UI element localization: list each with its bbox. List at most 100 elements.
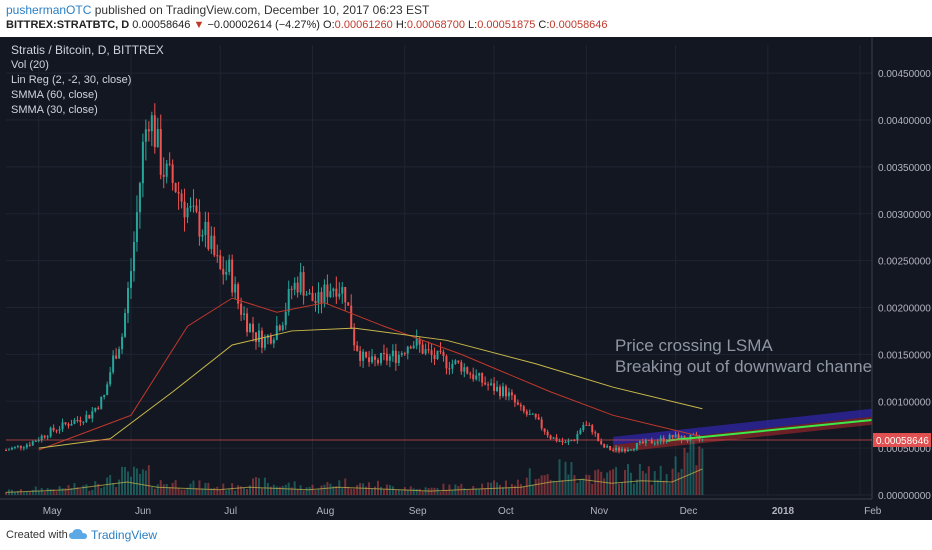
candle-body bbox=[525, 411, 528, 415]
volume-bar bbox=[201, 488, 204, 495]
candle-body bbox=[656, 441, 659, 444]
candle-body bbox=[52, 427, 55, 431]
volume-bar bbox=[320, 485, 323, 495]
candle-body bbox=[460, 362, 463, 372]
candle-body bbox=[409, 346, 412, 349]
volume-bar bbox=[656, 479, 659, 495]
candle-body bbox=[109, 372, 112, 385]
price-chart[interactable]: 0.00450000 0.00400000 0.00350000 0.00300000… bbox=[0, 37, 932, 520]
volume-bar bbox=[397, 489, 400, 495]
volume-bar bbox=[552, 480, 555, 495]
candle-body bbox=[40, 435, 43, 440]
volume-bar bbox=[243, 487, 246, 495]
volume-bar bbox=[561, 480, 564, 495]
candle-body bbox=[356, 345, 359, 351]
candle-body bbox=[442, 351, 445, 357]
legend-study-linreg[interactable]: Lin Reg (2, -2, 30, close) bbox=[11, 74, 132, 86]
candle-body bbox=[472, 374, 475, 380]
candle-body bbox=[490, 383, 493, 386]
volume-bar bbox=[293, 481, 296, 495]
candle-body bbox=[439, 350, 442, 352]
candle-body bbox=[192, 205, 195, 207]
volume-bar bbox=[379, 486, 382, 495]
candle-body bbox=[55, 430, 58, 432]
candle-body bbox=[499, 386, 502, 396]
volume-bar bbox=[106, 477, 109, 495]
candle-body bbox=[561, 440, 564, 443]
author-link[interactable]: pushermanOTC bbox=[6, 3, 92, 17]
candle-body bbox=[493, 383, 496, 392]
candle-body bbox=[573, 440, 576, 442]
open-value: 0.00061260 bbox=[334, 19, 393, 31]
volume-bar bbox=[228, 489, 231, 495]
volume-bar bbox=[109, 474, 112, 495]
candle-body bbox=[7, 449, 10, 451]
candle-body bbox=[400, 353, 403, 355]
x-tick-label: Feb bbox=[864, 506, 882, 517]
volume-bar bbox=[597, 469, 600, 495]
close-value: 0.00058646 bbox=[549, 19, 608, 31]
chart-pane[interactable]: 0.00450000 0.00400000 0.00350000 0.00300000… bbox=[0, 37, 932, 520]
volume-bar bbox=[237, 485, 240, 495]
candle-body bbox=[454, 360, 457, 364]
legend-study-volume[interactable]: Vol (20) bbox=[11, 59, 49, 71]
candle-body bbox=[147, 129, 150, 132]
candle-body bbox=[231, 259, 234, 293]
candle-body bbox=[487, 384, 490, 386]
volume-bar bbox=[269, 486, 272, 495]
volume-bar bbox=[534, 479, 537, 495]
volume-bar bbox=[457, 486, 460, 495]
candle-body bbox=[368, 357, 371, 363]
candle-body bbox=[198, 211, 201, 237]
candle-body bbox=[606, 445, 609, 448]
volume-bar bbox=[305, 487, 308, 495]
volume-bar bbox=[573, 475, 576, 495]
volume-bar bbox=[510, 483, 513, 495]
x-tick-label: Sep bbox=[409, 506, 427, 517]
candle-body bbox=[162, 174, 165, 177]
smma60-line bbox=[38, 297, 703, 451]
volume-bar bbox=[659, 465, 662, 495]
candle-body bbox=[579, 430, 582, 434]
volume-bar bbox=[302, 490, 305, 495]
candle-body bbox=[207, 221, 210, 249]
volume-bar bbox=[64, 488, 67, 495]
candle-body bbox=[260, 330, 263, 348]
volume-bar bbox=[165, 483, 168, 495]
volume-bar bbox=[177, 487, 180, 495]
candle-body bbox=[421, 344, 424, 354]
candle-body bbox=[195, 205, 198, 212]
tradingview-brand-link[interactable]: TradingView bbox=[91, 528, 158, 542]
candle-body bbox=[180, 193, 183, 202]
candle-body bbox=[433, 354, 436, 360]
volume-bar bbox=[115, 487, 118, 495]
volume-bar bbox=[49, 489, 52, 495]
candle-body bbox=[397, 354, 400, 363]
chart-legend: Stratis / Bitcoin, D, BITTREX Vol (20) L… bbox=[11, 43, 164, 118]
volume-bar bbox=[299, 485, 302, 495]
candle-body bbox=[594, 432, 597, 434]
lsma-projection-line bbox=[666, 419, 873, 442]
candle-body bbox=[376, 359, 379, 364]
candle-body bbox=[638, 441, 641, 444]
candle-body bbox=[85, 414, 88, 422]
volume-bar bbox=[391, 486, 394, 495]
volume-bar bbox=[290, 487, 293, 495]
legend-study-smma60[interactable]: SMMA (60, close) bbox=[11, 89, 98, 101]
candle-body bbox=[379, 352, 382, 364]
legend-study-smma30[interactable]: SMMA (30, close) bbox=[11, 104, 98, 116]
volume-bar bbox=[537, 478, 540, 495]
candle-body bbox=[61, 422, 64, 430]
annotation-line-2: Breaking out of downward channel bbox=[615, 357, 872, 376]
volume-bar bbox=[353, 488, 356, 495]
volume-bar bbox=[46, 488, 49, 495]
volume-bar bbox=[686, 452, 689, 495]
candle-body bbox=[73, 420, 76, 424]
x-tick-label: Dec bbox=[680, 506, 698, 517]
volume-bar bbox=[365, 486, 368, 495]
volume-bar bbox=[254, 477, 257, 495]
volume-bar bbox=[82, 485, 85, 495]
volume-bar bbox=[281, 485, 284, 495]
candle-body bbox=[451, 363, 454, 369]
candle-body bbox=[97, 407, 100, 409]
